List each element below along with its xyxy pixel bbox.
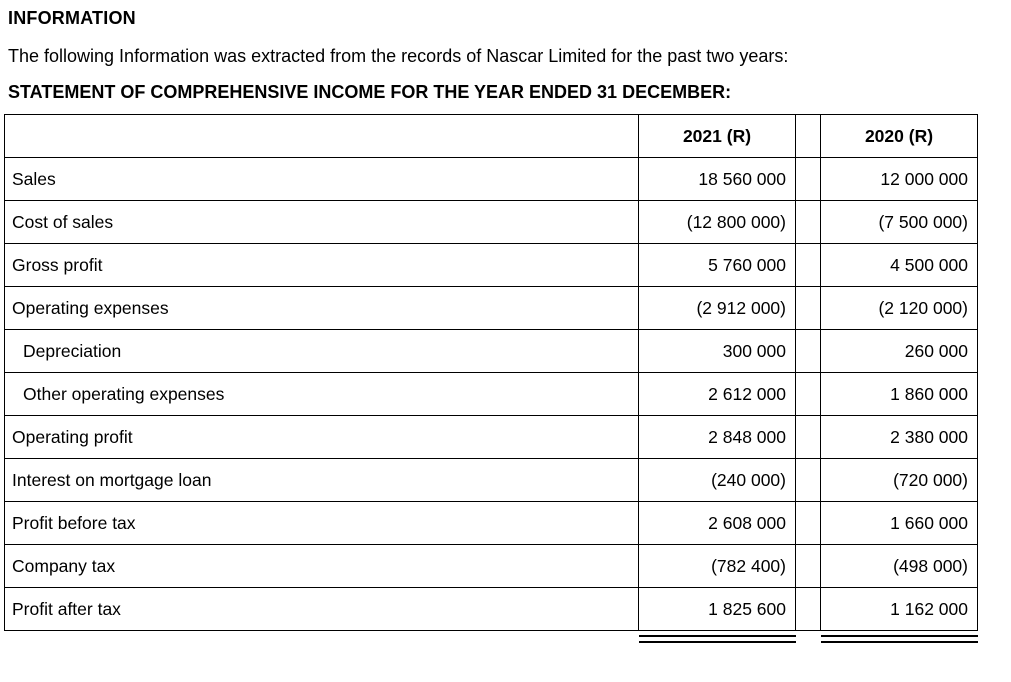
gap-cell <box>795 286 821 330</box>
empty-cell <box>796 631 821 647</box>
value-2021: 2 608 000 <box>638 501 796 545</box>
empty-cell <box>5 631 639 647</box>
income-statement-table: 2021 (R) 2020 (R) Sales 18 560 000 12 00… <box>4 114 978 647</box>
gap-cell <box>795 544 821 588</box>
gap-cell <box>795 329 821 373</box>
value-2020: 1 660 000 <box>820 501 978 545</box>
document-page: INFORMATION The following Information wa… <box>4 8 978 647</box>
gap-cell <box>795 501 821 545</box>
row-label: Operating expenses <box>4 286 639 330</box>
value-2021: (12 800 000) <box>638 200 796 244</box>
value-2020: 260 000 <box>820 329 978 373</box>
column-header-2021: 2021 (R) <box>638 114 796 158</box>
value-2021: 2 848 000 <box>638 415 796 459</box>
row-label: Profit after tax <box>4 587 639 631</box>
statement-title: STATEMENT OF COMPREHENSIVE INCOME FOR TH… <box>8 82 732 102</box>
value-2021: (2 912 000) <box>638 286 796 330</box>
table-row: Depreciation 300 000 260 000 <box>4 329 978 373</box>
row-label: Depreciation <box>4 329 639 373</box>
header-label-cell <box>4 114 639 158</box>
value-2020: (2 120 000) <box>820 286 978 330</box>
gap-cell <box>795 415 821 459</box>
double-rule <box>638 635 796 643</box>
value-2020: 2 380 000 <box>820 415 978 459</box>
totals-underline-row <box>5 631 978 647</box>
table-row: Interest on mortgage loan (240 000) (720… <box>4 458 978 502</box>
table-row: Other operating expenses 2 612 000 1 860… <box>4 372 978 416</box>
section-heading: INFORMATION <box>8 8 136 28</box>
value-2021: (782 400) <box>638 544 796 588</box>
row-label: Profit before tax <box>4 501 639 545</box>
row-label: Company tax <box>4 544 639 588</box>
value-2020: 4 500 000 <box>820 243 978 287</box>
value-2021: 18 560 000 <box>638 157 796 201</box>
value-2020: (720 000) <box>820 458 978 502</box>
table-row: Profit before tax 2 608 000 1 660 000 <box>4 501 978 545</box>
row-label: Operating profit <box>4 415 639 459</box>
value-2020: 12 000 000 <box>820 157 978 201</box>
gap-cell <box>795 114 821 158</box>
value-2020: 1 162 000 <box>820 587 978 631</box>
table-row: Operating profit 2 848 000 2 380 000 <box>4 415 978 459</box>
value-2021: 2 612 000 <box>638 372 796 416</box>
gap-cell <box>795 200 821 244</box>
intro-text: The following Information was extracted … <box>8 46 789 66</box>
table-row: Cost of sales (12 800 000) (7 500 000) <box>4 200 978 244</box>
gap-cell <box>795 458 821 502</box>
row-label: Interest on mortgage loan <box>4 458 639 502</box>
double-rule <box>820 635 978 643</box>
value-2021: (240 000) <box>638 458 796 502</box>
value-2021: 300 000 <box>638 329 796 373</box>
gap-cell <box>795 372 821 416</box>
table-row: Profit after tax 1 825 600 1 162 000 <box>4 587 978 631</box>
table-row: Company tax (782 400) (498 000) <box>4 544 978 588</box>
row-label: Sales <box>4 157 639 201</box>
value-2020: 1 860 000 <box>820 372 978 416</box>
value-2021: 1 825 600 <box>638 587 796 631</box>
value-2021: 5 760 000 <box>638 243 796 287</box>
value-2020: (7 500 000) <box>820 200 978 244</box>
table-row: Operating expenses (2 912 000) (2 120 00… <box>4 286 978 330</box>
table-row: Sales 18 560 000 12 000 000 <box>4 157 978 201</box>
row-label: Gross profit <box>4 243 639 287</box>
total-double-rule-2021 <box>638 631 796 647</box>
column-header-2020: 2020 (R) <box>820 114 978 158</box>
table-row: Gross profit 5 760 000 4 500 000 <box>4 243 978 287</box>
gap-cell <box>795 587 821 631</box>
table-header-row: 2021 (R) 2020 (R) <box>4 114 978 158</box>
value-2020: (498 000) <box>820 544 978 588</box>
total-double-rule-2020 <box>820 631 978 647</box>
gap-cell <box>795 243 821 287</box>
row-label: Other operating expenses <box>4 372 639 416</box>
gap-cell <box>795 157 821 201</box>
row-label: Cost of sales <box>4 200 639 244</box>
